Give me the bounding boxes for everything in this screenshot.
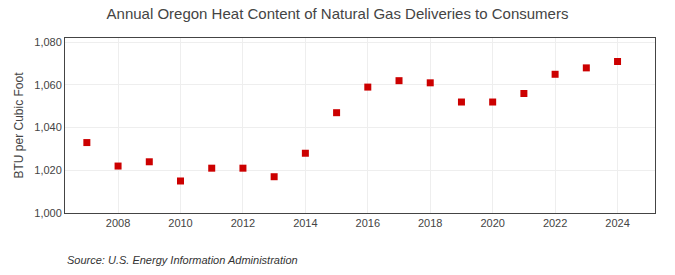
svg-text:2016: 2016 (356, 217, 380, 229)
svg-text:2024: 2024 (605, 217, 629, 229)
svg-text:2010: 2010 (168, 217, 192, 229)
svg-text:1,040: 1,040 (34, 121, 62, 133)
svg-text:BTU per Cubic Foot: BTU per Cubic Foot (12, 72, 26, 179)
svg-text:2022: 2022 (543, 217, 567, 229)
svg-text:Source: U.S. Energy Informatio: Source: U.S. Energy Information Administ… (67, 254, 298, 266)
svg-text:1,060: 1,060 (34, 79, 62, 91)
svg-text:1,000: 1,000 (34, 207, 62, 219)
svg-text:1,080: 1,080 (34, 36, 62, 48)
svg-text:Annual Oregon Heat Content of: Annual Oregon Heat Content of Natural Ga… (107, 5, 569, 22)
svg-text:1,020: 1,020 (34, 164, 62, 176)
svg-text:2014: 2014 (293, 217, 317, 229)
svg-text:2012: 2012 (231, 217, 255, 229)
svg-text:2008: 2008 (106, 217, 130, 229)
svg-text:2020: 2020 (480, 217, 504, 229)
svg-text:2018: 2018 (418, 217, 442, 229)
